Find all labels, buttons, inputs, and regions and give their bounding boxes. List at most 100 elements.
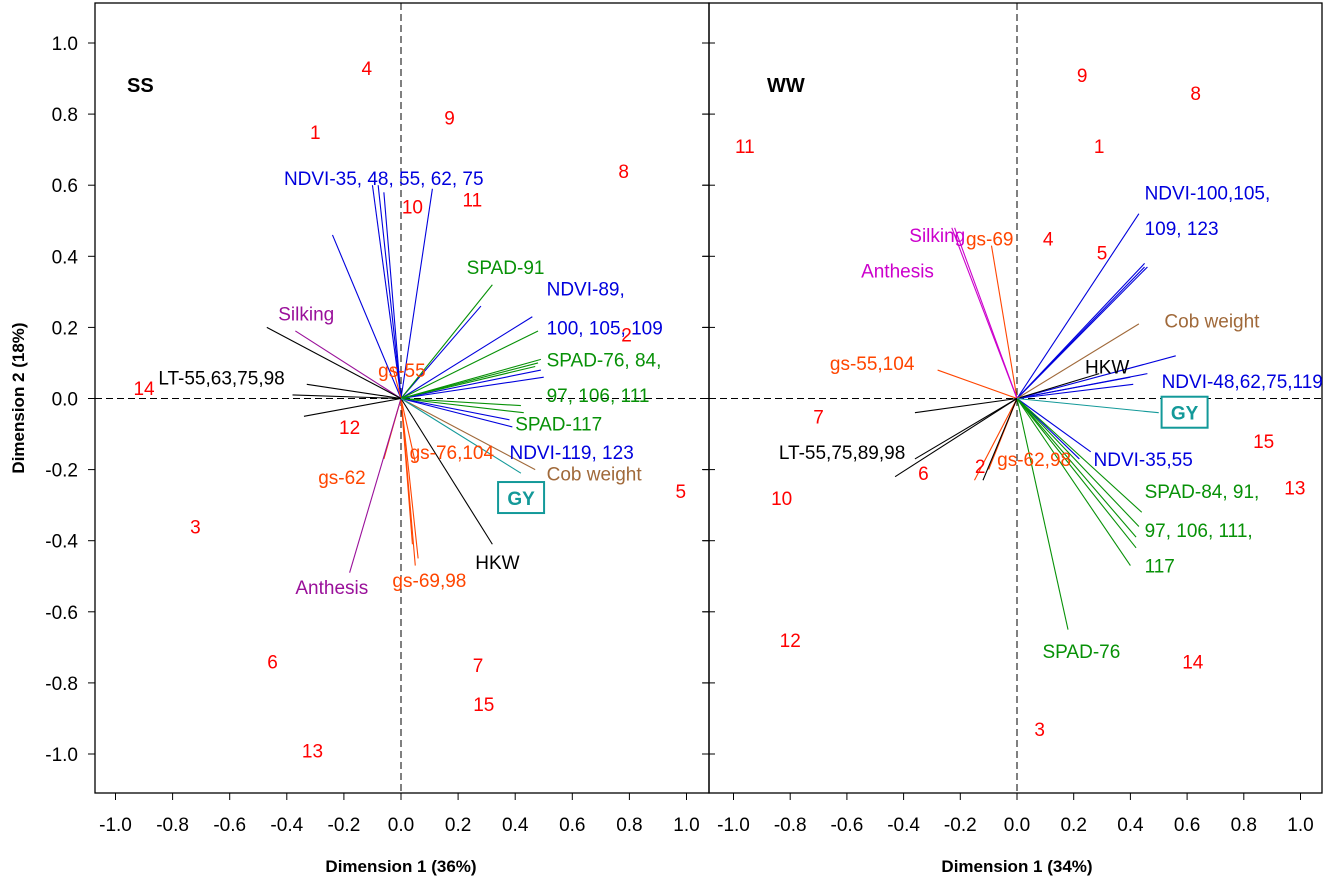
ss-x-tick-label: 1.0 bbox=[673, 815, 699, 836]
ww-observation-point: 8 bbox=[1190, 84, 1201, 105]
ww-variable-label: 117 bbox=[1145, 557, 1175, 578]
ww-vector-spad bbox=[1016, 398, 1069, 630]
ss-vector-gs bbox=[400, 398, 416, 566]
y-tick-label: -0.6 bbox=[45, 603, 78, 624]
ww-vector-ndvi bbox=[1016, 383, 1134, 400]
ww-variable-label: HKW bbox=[1085, 358, 1129, 379]
ww-vector-gs bbox=[990, 245, 1018, 399]
ww-observation-point: 14 bbox=[1182, 653, 1204, 674]
ss-observation-point: 6 bbox=[267, 653, 278, 674]
ss-vector-ndvi bbox=[400, 397, 513, 428]
y-tick-label: 0.2 bbox=[52, 318, 78, 339]
ss-observation-point: 3 bbox=[190, 517, 201, 538]
ss-x-tick-label: -1.0 bbox=[99, 815, 132, 836]
ss-observation-point: 13 bbox=[302, 741, 323, 762]
ww-vector-lt_hkw bbox=[1016, 373, 1100, 400]
ww-observation-point: 5 bbox=[1097, 244, 1108, 265]
ss-vector-lt_hkw bbox=[292, 394, 402, 400]
ss-variable-label: HKW bbox=[475, 553, 519, 574]
ww-vector-lt_hkw bbox=[914, 397, 1018, 414]
ss-variable-label: Cob weight bbox=[547, 464, 643, 485]
y-tick-label: 0.4 bbox=[52, 247, 79, 268]
ss-vector-spad bbox=[400, 330, 539, 399]
ww-variable-label: 97, 106, 111, bbox=[1145, 521, 1253, 542]
ss-vector-ndvi bbox=[331, 234, 402, 399]
ss-variable-label: gs-69,98 bbox=[392, 571, 466, 592]
ss-x-tick-label: 0.4 bbox=[502, 815, 529, 836]
ss-observation-point: 5 bbox=[676, 482, 687, 503]
ww-vector-lt_hkw bbox=[982, 398, 1018, 481]
ww-gy-box bbox=[1160, 395, 1209, 429]
ww-variable-label: Anthesis bbox=[861, 262, 934, 283]
ww-gy-label: GY bbox=[1171, 404, 1199, 425]
ss-x-tick-label: -0.4 bbox=[270, 815, 303, 836]
ww-observation-point: 10 bbox=[771, 489, 792, 510]
ww-variable-label: gs-62,98 bbox=[997, 450, 1071, 471]
ss-x-tick-label: 0.2 bbox=[445, 815, 471, 836]
ww-vector-gs bbox=[937, 369, 1018, 400]
ww-x-tick-label: -0.4 bbox=[887, 815, 920, 836]
ss-variable-label: SPAD-76, 84, bbox=[547, 351, 662, 372]
ww-vector-cob bbox=[1016, 323, 1140, 399]
ss-x-tick-label: -0.8 bbox=[156, 815, 189, 836]
ww-observation-point: 2 bbox=[975, 457, 986, 478]
ss-vector-ndvi bbox=[400, 376, 544, 400]
ww-variable-label: 109, 123 bbox=[1145, 219, 1219, 240]
ss-observation-point: 15 bbox=[473, 695, 494, 716]
ss-vector-spad bbox=[400, 284, 493, 399]
ww-observation-point: 11 bbox=[735, 137, 755, 158]
y-axis-label: Dimension 2 (18%) bbox=[9, 322, 28, 473]
ww-x-tick-label: -1.0 bbox=[717, 815, 750, 836]
y-tick-label: -0.2 bbox=[45, 461, 78, 482]
y-tick-label: -1.0 bbox=[45, 745, 78, 766]
ww-variable-label: NDVI-100,105, bbox=[1145, 183, 1271, 204]
ww-vector-ndvi bbox=[1016, 398, 1092, 453]
ww-variable-label: Cob weight bbox=[1164, 311, 1260, 332]
ww-vector-gs bbox=[973, 398, 1018, 481]
ss-x-tick-label: -0.2 bbox=[328, 815, 361, 836]
ss-variable-label: Anthesis bbox=[295, 578, 368, 599]
ww-variable-label: gs-55,104 bbox=[830, 354, 915, 375]
ss-observation-point: 12 bbox=[339, 418, 360, 439]
ww-observation-point: 6 bbox=[918, 464, 929, 485]
ss-vector-lt_hkw bbox=[303, 397, 402, 417]
ww-x-tick-label: 0.2 bbox=[1060, 815, 1086, 836]
ww-vector-ndvi bbox=[1016, 355, 1176, 400]
ww-variable-label: LT-55,75,89,98 bbox=[779, 443, 905, 464]
ww-x-tick-label: -0.2 bbox=[944, 815, 977, 836]
ss-observation-point: 7 bbox=[473, 656, 484, 677]
ss-variable-label: Silking bbox=[278, 304, 334, 325]
ww-observation-point: 9 bbox=[1077, 66, 1088, 87]
y-tick-label: 0.8 bbox=[52, 105, 78, 126]
ss-variable-label: NDVI-119, 123 bbox=[509, 443, 633, 464]
ss-observation-point: 4 bbox=[361, 59, 372, 80]
y-tick-label: 0.0 bbox=[52, 390, 78, 411]
ss-variable-label: gs-55 bbox=[378, 361, 426, 382]
ss-vector-ndvi bbox=[383, 192, 402, 399]
ww-vector-ndvi bbox=[1016, 376, 1131, 400]
ww-vector-lt_hkw bbox=[914, 398, 1018, 460]
ww-x-tick-label: 0.4 bbox=[1117, 815, 1144, 836]
ww-observation-point: 1 bbox=[1094, 137, 1105, 158]
ss-observation-point: 8 bbox=[618, 162, 629, 183]
ss-vector-spad bbox=[400, 397, 524, 414]
ww-observation-point: 15 bbox=[1253, 432, 1274, 453]
ww-variable-label: SPAD-84, 91, bbox=[1145, 482, 1260, 503]
ss-panel-title: SS bbox=[127, 75, 154, 97]
ww-variable-label: Silking bbox=[909, 226, 965, 247]
ss-variable-label: SPAD-91 bbox=[467, 258, 545, 279]
ss-vector-lt_hkw bbox=[266, 326, 402, 399]
ww-vector-spad bbox=[1016, 398, 1131, 566]
ss-vector-gs bbox=[400, 398, 419, 559]
ss-variable-label: gs-62 bbox=[318, 468, 366, 489]
ss-vector-spad bbox=[400, 397, 521, 407]
ss-vector-ndvi bbox=[400, 188, 433, 399]
ww-observation-point: 12 bbox=[780, 631, 801, 652]
ss-variable-label: gs-76,104 bbox=[410, 443, 495, 464]
ss-vector-lt_hkw bbox=[306, 383, 402, 400]
ww-x-axis-label: Dimension 1 (34%) bbox=[941, 857, 1092, 876]
y-tick-label: -0.4 bbox=[45, 532, 78, 553]
ww-vector-ndvi bbox=[1016, 266, 1145, 399]
ss-x-axis-label: Dimension 1 (36%) bbox=[325, 857, 476, 876]
